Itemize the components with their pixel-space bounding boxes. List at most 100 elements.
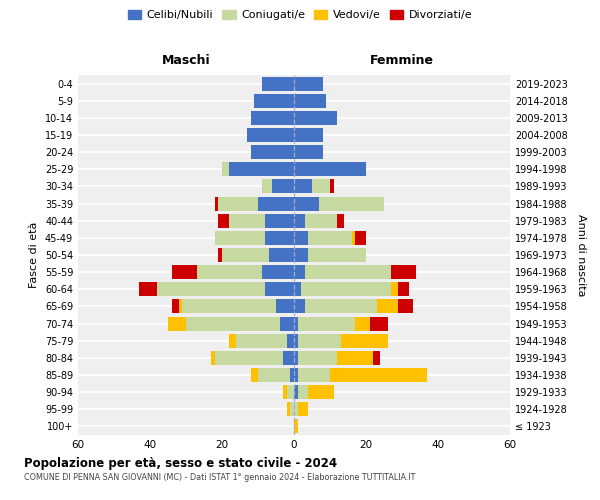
Bar: [330, 368, 427, 382]
Bar: [236, 334, 287, 347]
Bar: [294, 385, 298, 399]
Bar: [254, 94, 294, 108]
Bar: [272, 180, 294, 194]
Bar: [308, 231, 352, 245]
Bar: [290, 368, 294, 382]
Bar: [222, 162, 229, 176]
Bar: [229, 162, 294, 176]
Bar: [215, 231, 265, 245]
Bar: [294, 300, 305, 314]
Bar: [265, 231, 294, 245]
Bar: [294, 111, 337, 125]
Bar: [312, 180, 330, 194]
Legend: Celibi/Nubili, Coniugati/e, Vedovi/e, Divorziati/e: Celibi/Nubili, Coniugati/e, Vedovi/e, Di…: [124, 6, 476, 25]
Bar: [294, 128, 323, 142]
Bar: [287, 385, 294, 399]
Bar: [298, 368, 330, 382]
Bar: [298, 334, 341, 347]
Bar: [197, 265, 262, 279]
Text: Popolazione per età, sesso e stato civile - 2024: Popolazione per età, sesso e stato civil…: [24, 458, 337, 470]
Bar: [341, 334, 388, 347]
Bar: [294, 76, 323, 90]
Bar: [298, 402, 308, 416]
Bar: [229, 334, 236, 347]
Y-axis label: Anni di nascita: Anni di nascita: [576, 214, 586, 296]
Bar: [391, 265, 416, 279]
Bar: [294, 94, 326, 108]
Bar: [294, 282, 301, 296]
Bar: [218, 248, 222, 262]
Bar: [294, 368, 298, 382]
Bar: [247, 128, 294, 142]
Text: Maschi: Maschi: [161, 54, 211, 68]
Bar: [251, 368, 258, 382]
Bar: [265, 282, 294, 296]
Bar: [290, 402, 294, 416]
Bar: [186, 316, 280, 330]
Bar: [139, 282, 157, 296]
Bar: [308, 248, 366, 262]
Bar: [305, 214, 337, 228]
Bar: [218, 196, 258, 210]
Bar: [298, 385, 308, 399]
Bar: [262, 265, 294, 279]
Bar: [172, 300, 179, 314]
Bar: [222, 248, 269, 262]
Bar: [262, 180, 272, 194]
Bar: [218, 214, 229, 228]
Bar: [337, 351, 373, 365]
Bar: [157, 282, 265, 296]
Bar: [298, 351, 337, 365]
Bar: [294, 248, 308, 262]
Bar: [398, 282, 409, 296]
Bar: [305, 265, 391, 279]
Bar: [182, 300, 276, 314]
Bar: [330, 180, 334, 194]
Bar: [305, 300, 377, 314]
Y-axis label: Fasce di età: Fasce di età: [29, 222, 39, 288]
Bar: [280, 316, 294, 330]
Bar: [352, 231, 355, 245]
Bar: [294, 334, 298, 347]
Bar: [294, 402, 298, 416]
Bar: [283, 351, 294, 365]
Bar: [377, 300, 398, 314]
Bar: [398, 300, 413, 314]
Bar: [355, 231, 366, 245]
Bar: [172, 265, 197, 279]
Bar: [319, 196, 384, 210]
Bar: [294, 196, 319, 210]
Bar: [287, 402, 290, 416]
Bar: [179, 300, 182, 314]
Bar: [269, 248, 294, 262]
Bar: [294, 180, 312, 194]
Bar: [262, 76, 294, 90]
Bar: [215, 351, 283, 365]
Bar: [308, 385, 334, 399]
Bar: [294, 351, 298, 365]
Text: Femmine: Femmine: [370, 54, 434, 68]
Bar: [258, 368, 290, 382]
Bar: [215, 196, 218, 210]
Bar: [373, 351, 380, 365]
Bar: [283, 385, 287, 399]
Bar: [229, 214, 265, 228]
Bar: [251, 111, 294, 125]
Bar: [301, 282, 391, 296]
Bar: [355, 316, 370, 330]
Bar: [294, 214, 305, 228]
Bar: [298, 316, 355, 330]
Bar: [370, 316, 388, 330]
Bar: [294, 145, 323, 159]
Bar: [211, 351, 215, 365]
Bar: [337, 214, 344, 228]
Bar: [168, 316, 186, 330]
Bar: [265, 214, 294, 228]
Bar: [294, 265, 305, 279]
Bar: [391, 282, 398, 296]
Bar: [294, 420, 298, 434]
Text: COMUNE DI PENNA SAN GIOVANNI (MC) - Dati ISTAT 1° gennaio 2024 - Elaborazione TU: COMUNE DI PENNA SAN GIOVANNI (MC) - Dati…: [24, 472, 415, 482]
Bar: [251, 145, 294, 159]
Bar: [294, 231, 308, 245]
Bar: [287, 334, 294, 347]
